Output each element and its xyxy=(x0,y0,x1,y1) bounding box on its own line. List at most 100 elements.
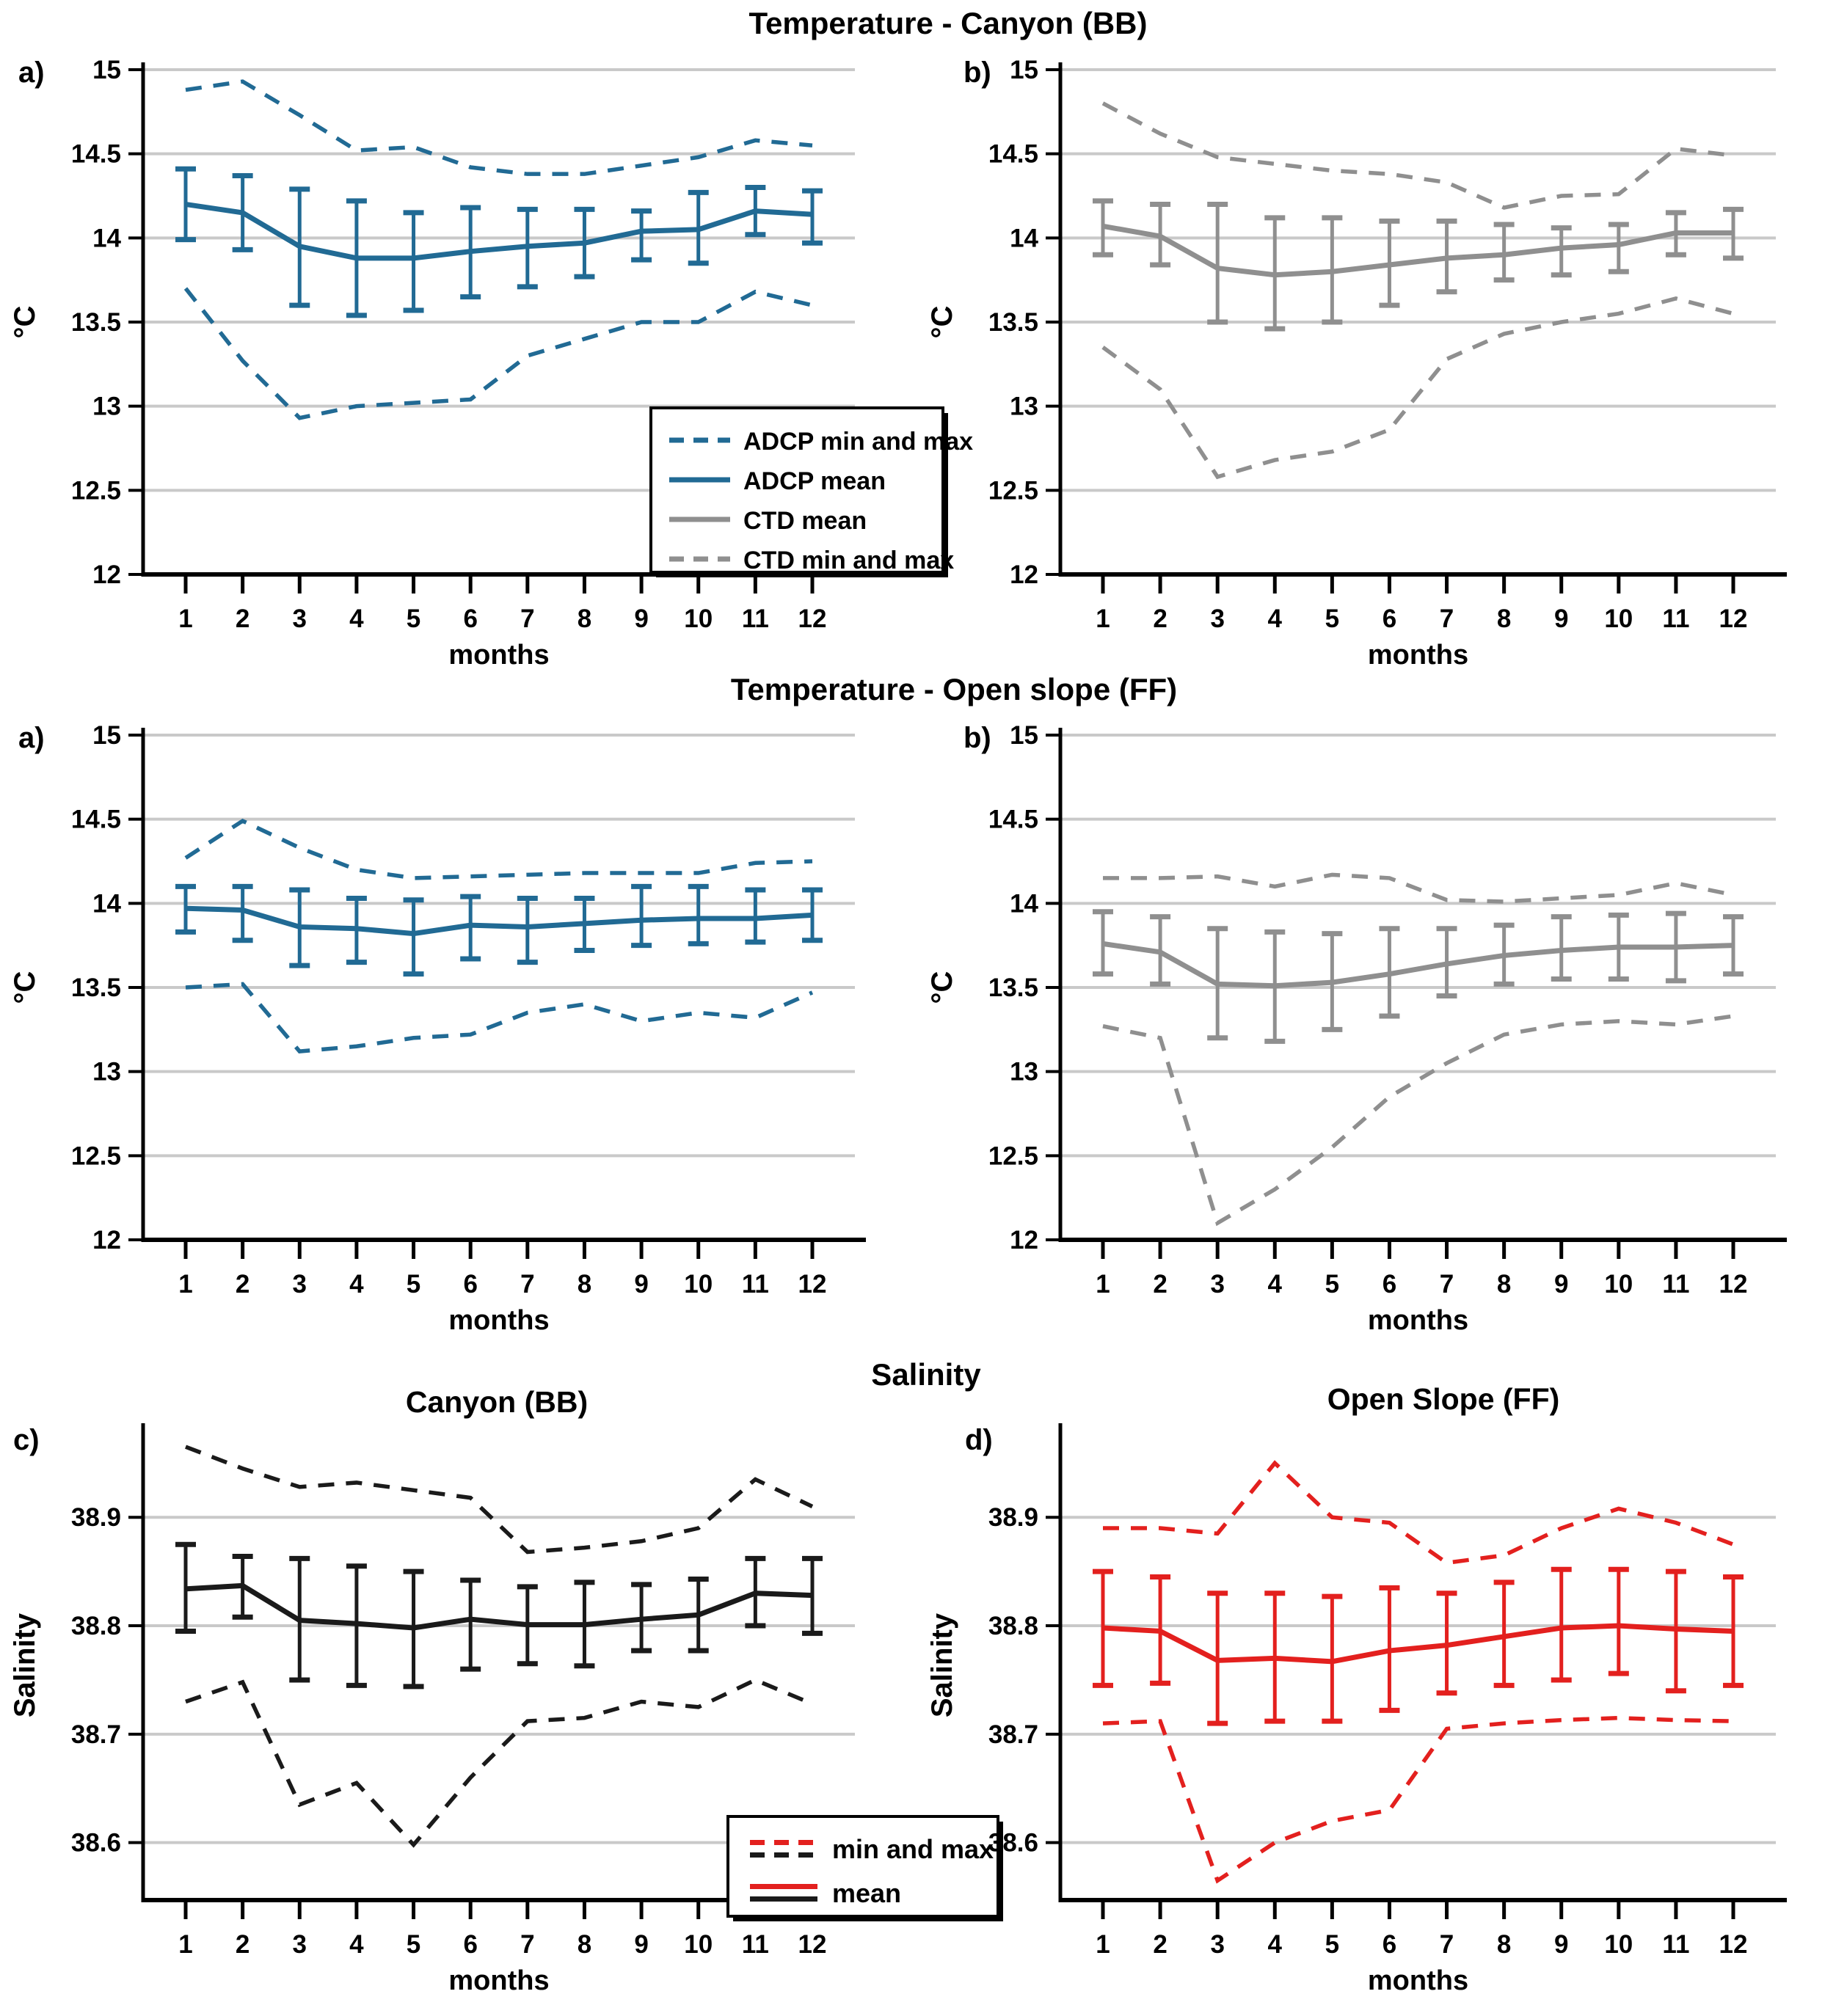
x-tick-label: 6 xyxy=(463,605,477,633)
y-tick-label: 12.5 xyxy=(71,1142,121,1170)
y-tick-label: 12.5 xyxy=(988,1142,1038,1170)
legend-entry-label: min and max xyxy=(832,1834,994,1864)
min-line xyxy=(1102,1715,1734,1884)
x-tick-label: 11 xyxy=(742,605,769,633)
legend-entry-label: ADCP mean xyxy=(743,467,886,495)
y-axis-label: °C xyxy=(926,971,958,1004)
y-tick-label: 15 xyxy=(92,56,121,84)
x-tick-label: 2 xyxy=(236,1930,249,1959)
x-tick-label: 11 xyxy=(1662,605,1689,633)
x-tick-label: 4 xyxy=(349,1270,364,1299)
x-tick-label: 6 xyxy=(1382,1270,1396,1299)
y-axis-label: Salinity xyxy=(9,1613,41,1717)
y-tick-label: 12 xyxy=(92,560,121,589)
panel-label: b) xyxy=(963,56,991,89)
x-tick-label: 9 xyxy=(1554,1930,1568,1959)
x-tick-label: 7 xyxy=(1440,1930,1454,1959)
x-tick-label: 3 xyxy=(1210,605,1224,633)
x-axis-label: months xyxy=(1368,640,1468,671)
error-bars xyxy=(175,883,823,977)
subtitle-salinity-open-slope: Open Slope (FF) xyxy=(1327,1382,1560,1416)
y-tick-label: 13.5 xyxy=(71,974,121,1002)
mean-line xyxy=(1102,1623,1734,1665)
y-tick-label: 13 xyxy=(1010,392,1038,421)
x-tick-label: 7 xyxy=(520,605,534,633)
y-tick-label: 12 xyxy=(92,1226,121,1254)
mean-line xyxy=(185,202,813,261)
y-tick-label: 14 xyxy=(1010,224,1038,252)
y-tick-label: 12.5 xyxy=(988,476,1038,505)
x-tick-label: 3 xyxy=(293,605,307,633)
min-line xyxy=(1102,1014,1734,1227)
x-tick-label: 11 xyxy=(1662,1270,1689,1299)
x-tick-label: 12 xyxy=(1719,605,1748,633)
x-tick-label: 4 xyxy=(349,1930,364,1959)
x-tick-label: 8 xyxy=(1497,1930,1511,1959)
y-tick-label: 38.8 xyxy=(988,1612,1038,1640)
y-tick-label: 38.9 xyxy=(71,1503,121,1532)
y-tick-label: 15 xyxy=(92,721,121,750)
y-tick-label: 14 xyxy=(1010,889,1038,918)
x-tick-label: 10 xyxy=(684,1930,713,1959)
y-tick-label: 38.6 xyxy=(71,1829,121,1858)
panel-label: a) xyxy=(18,722,45,754)
max-line xyxy=(1103,1460,1734,1566)
panel-label: d) xyxy=(965,1424,993,1456)
title-temperature-canyon: Temperature - Canyon (BB) xyxy=(748,6,1148,40)
panel-salinity-open-slope-ff: 38.938.838.738.61 2 3 4 5 6 7 8 9 10 11 12monthsSal… xyxy=(926,1423,1787,1996)
x-tick-label: 3 xyxy=(1210,1930,1224,1959)
y-axis-label: °C xyxy=(9,306,41,339)
x-tick-label: 8 xyxy=(1497,605,1511,633)
x-tick-label: 4 xyxy=(1268,605,1283,633)
max-line xyxy=(185,79,813,176)
error-bars xyxy=(175,1541,823,1690)
max-line xyxy=(185,1445,814,1555)
x-tick-label: 7 xyxy=(520,1270,534,1299)
x-tick-label: 12 xyxy=(798,605,827,633)
x-axis-label: months xyxy=(448,1305,549,1336)
legend-entry-label: ADCP min and max xyxy=(743,428,973,456)
y-tick-label: 12.5 xyxy=(71,476,121,505)
panel-salinity-canyon-bb: 38.938.838.738.61 2 3 4 5 6 7 8 9 10 11 12monthsSal… xyxy=(9,1423,1003,1996)
x-tick-label: 6 xyxy=(463,1270,477,1299)
max-line xyxy=(1103,872,1734,904)
legend-box xyxy=(649,406,944,574)
x-tick-label: 5 xyxy=(1325,1930,1339,1959)
min-line xyxy=(185,1677,814,1848)
y-tick-label: 13.5 xyxy=(988,974,1038,1002)
x-tick-label: 10 xyxy=(1604,1930,1633,1959)
x-tick-label: 4 xyxy=(1268,1930,1283,1959)
y-tick-label: 13 xyxy=(1010,1058,1038,1086)
x-tick-label: 1 xyxy=(1096,605,1110,633)
mean-line xyxy=(1102,223,1733,278)
x-tick-label: 11 xyxy=(742,1930,769,1959)
x-tick-label: 1 xyxy=(178,605,192,633)
x-tick-label: 12 xyxy=(798,1930,827,1959)
y-tick-label: 14 xyxy=(92,889,121,918)
x-tick-label: 6 xyxy=(1382,1930,1396,1959)
legend-entry-label: CTD min and max xyxy=(743,547,954,574)
y-tick-label: 38.7 xyxy=(71,1720,121,1749)
x-tick-label: 9 xyxy=(634,1930,648,1959)
mean-line xyxy=(185,905,813,937)
x-tick-label: 8 xyxy=(578,1930,591,1959)
x-tick-label: 10 xyxy=(684,1270,713,1299)
legend-entry-label: CTD mean xyxy=(743,507,867,535)
y-axis-label: Salinity xyxy=(926,1613,958,1717)
x-tick-label: 4 xyxy=(1268,1270,1283,1299)
title-temperature-open-slope: Temperature - Open slope (FF) xyxy=(730,672,1178,706)
y-tick-label: 14 xyxy=(92,224,121,252)
legend: min and max mean xyxy=(726,1815,1003,1921)
max-line xyxy=(184,818,813,880)
title-salinity: Salinity xyxy=(871,1357,981,1392)
x-tick-label: 2 xyxy=(1153,605,1167,633)
y-axis-label: °C xyxy=(9,971,41,1004)
min-line xyxy=(183,287,813,420)
x-tick-label: 9 xyxy=(1554,1270,1568,1299)
panel-label: c) xyxy=(13,1424,40,1456)
error-bars xyxy=(175,166,823,318)
x-tick-label: 7 xyxy=(1440,1270,1454,1299)
x-tick-label: 12 xyxy=(1719,1270,1748,1299)
